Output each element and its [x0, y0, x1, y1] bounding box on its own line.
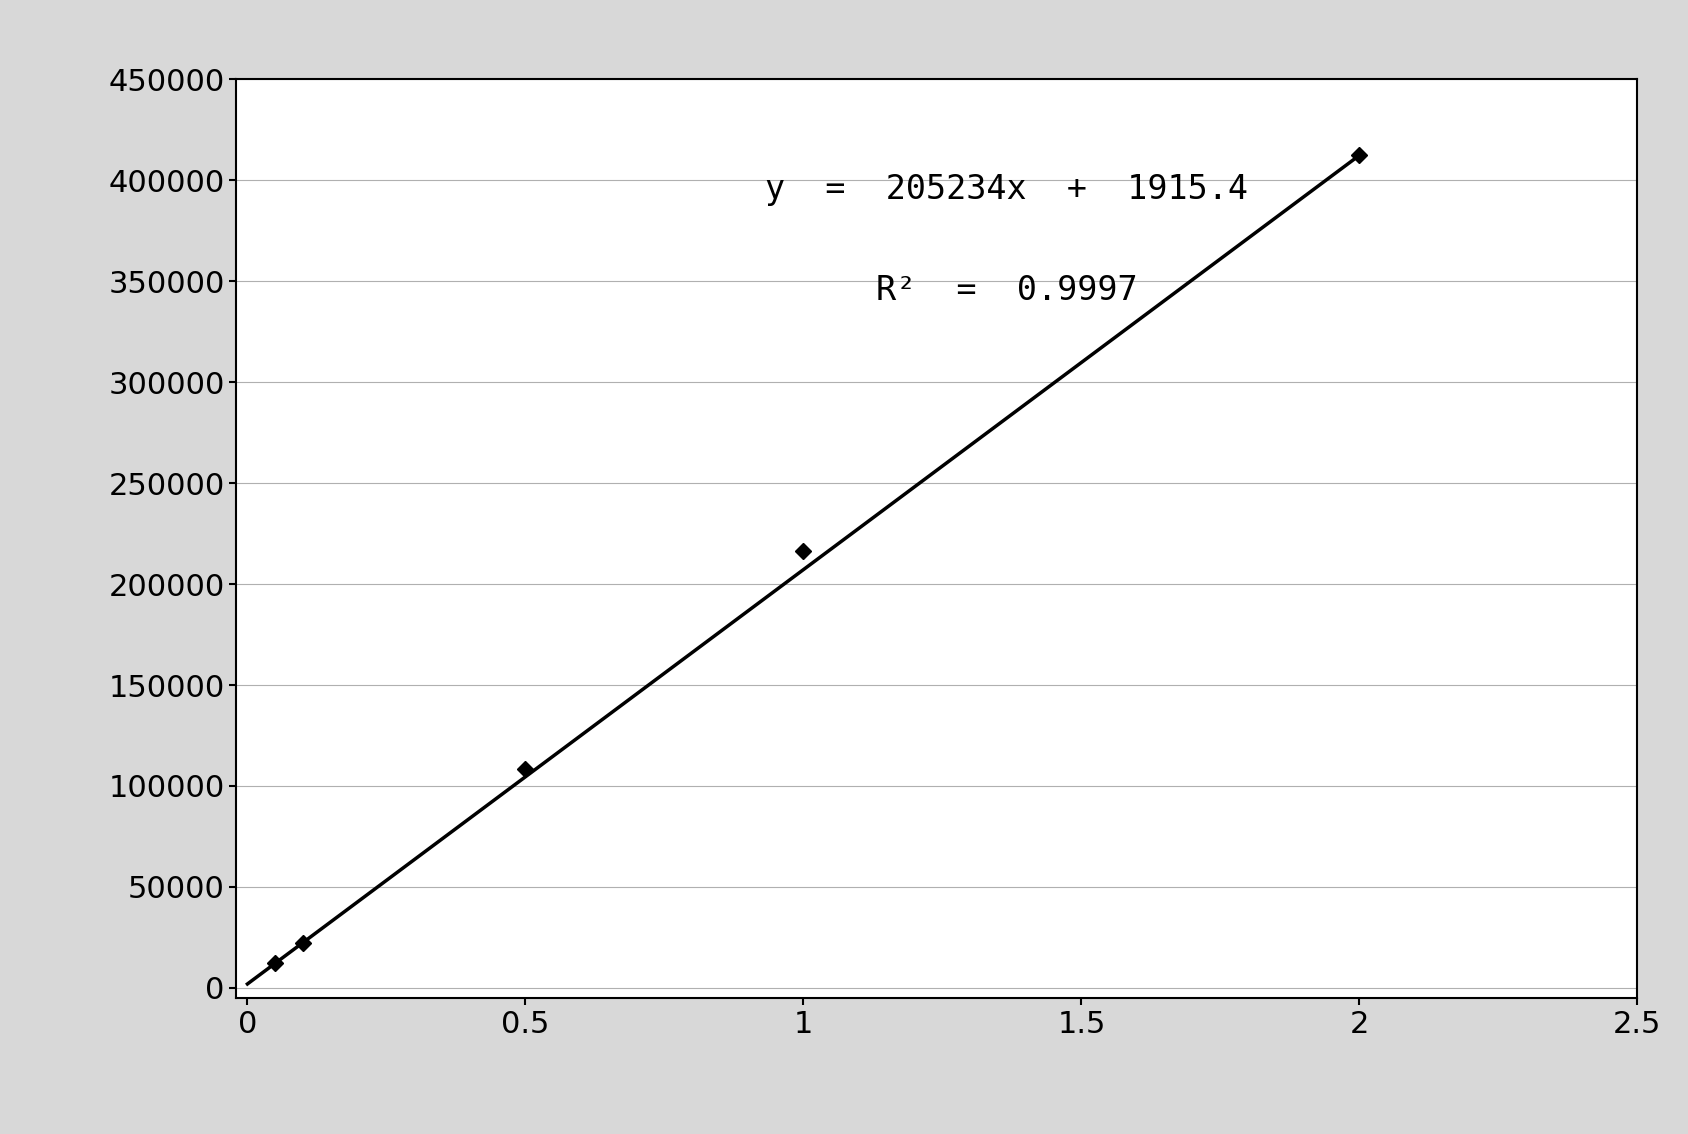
Text: y  =  205234x  +  1915.4: y = 205234x + 1915.4	[765, 174, 1249, 206]
Text: R²  =  0.9997: R² = 0.9997	[876, 274, 1138, 307]
